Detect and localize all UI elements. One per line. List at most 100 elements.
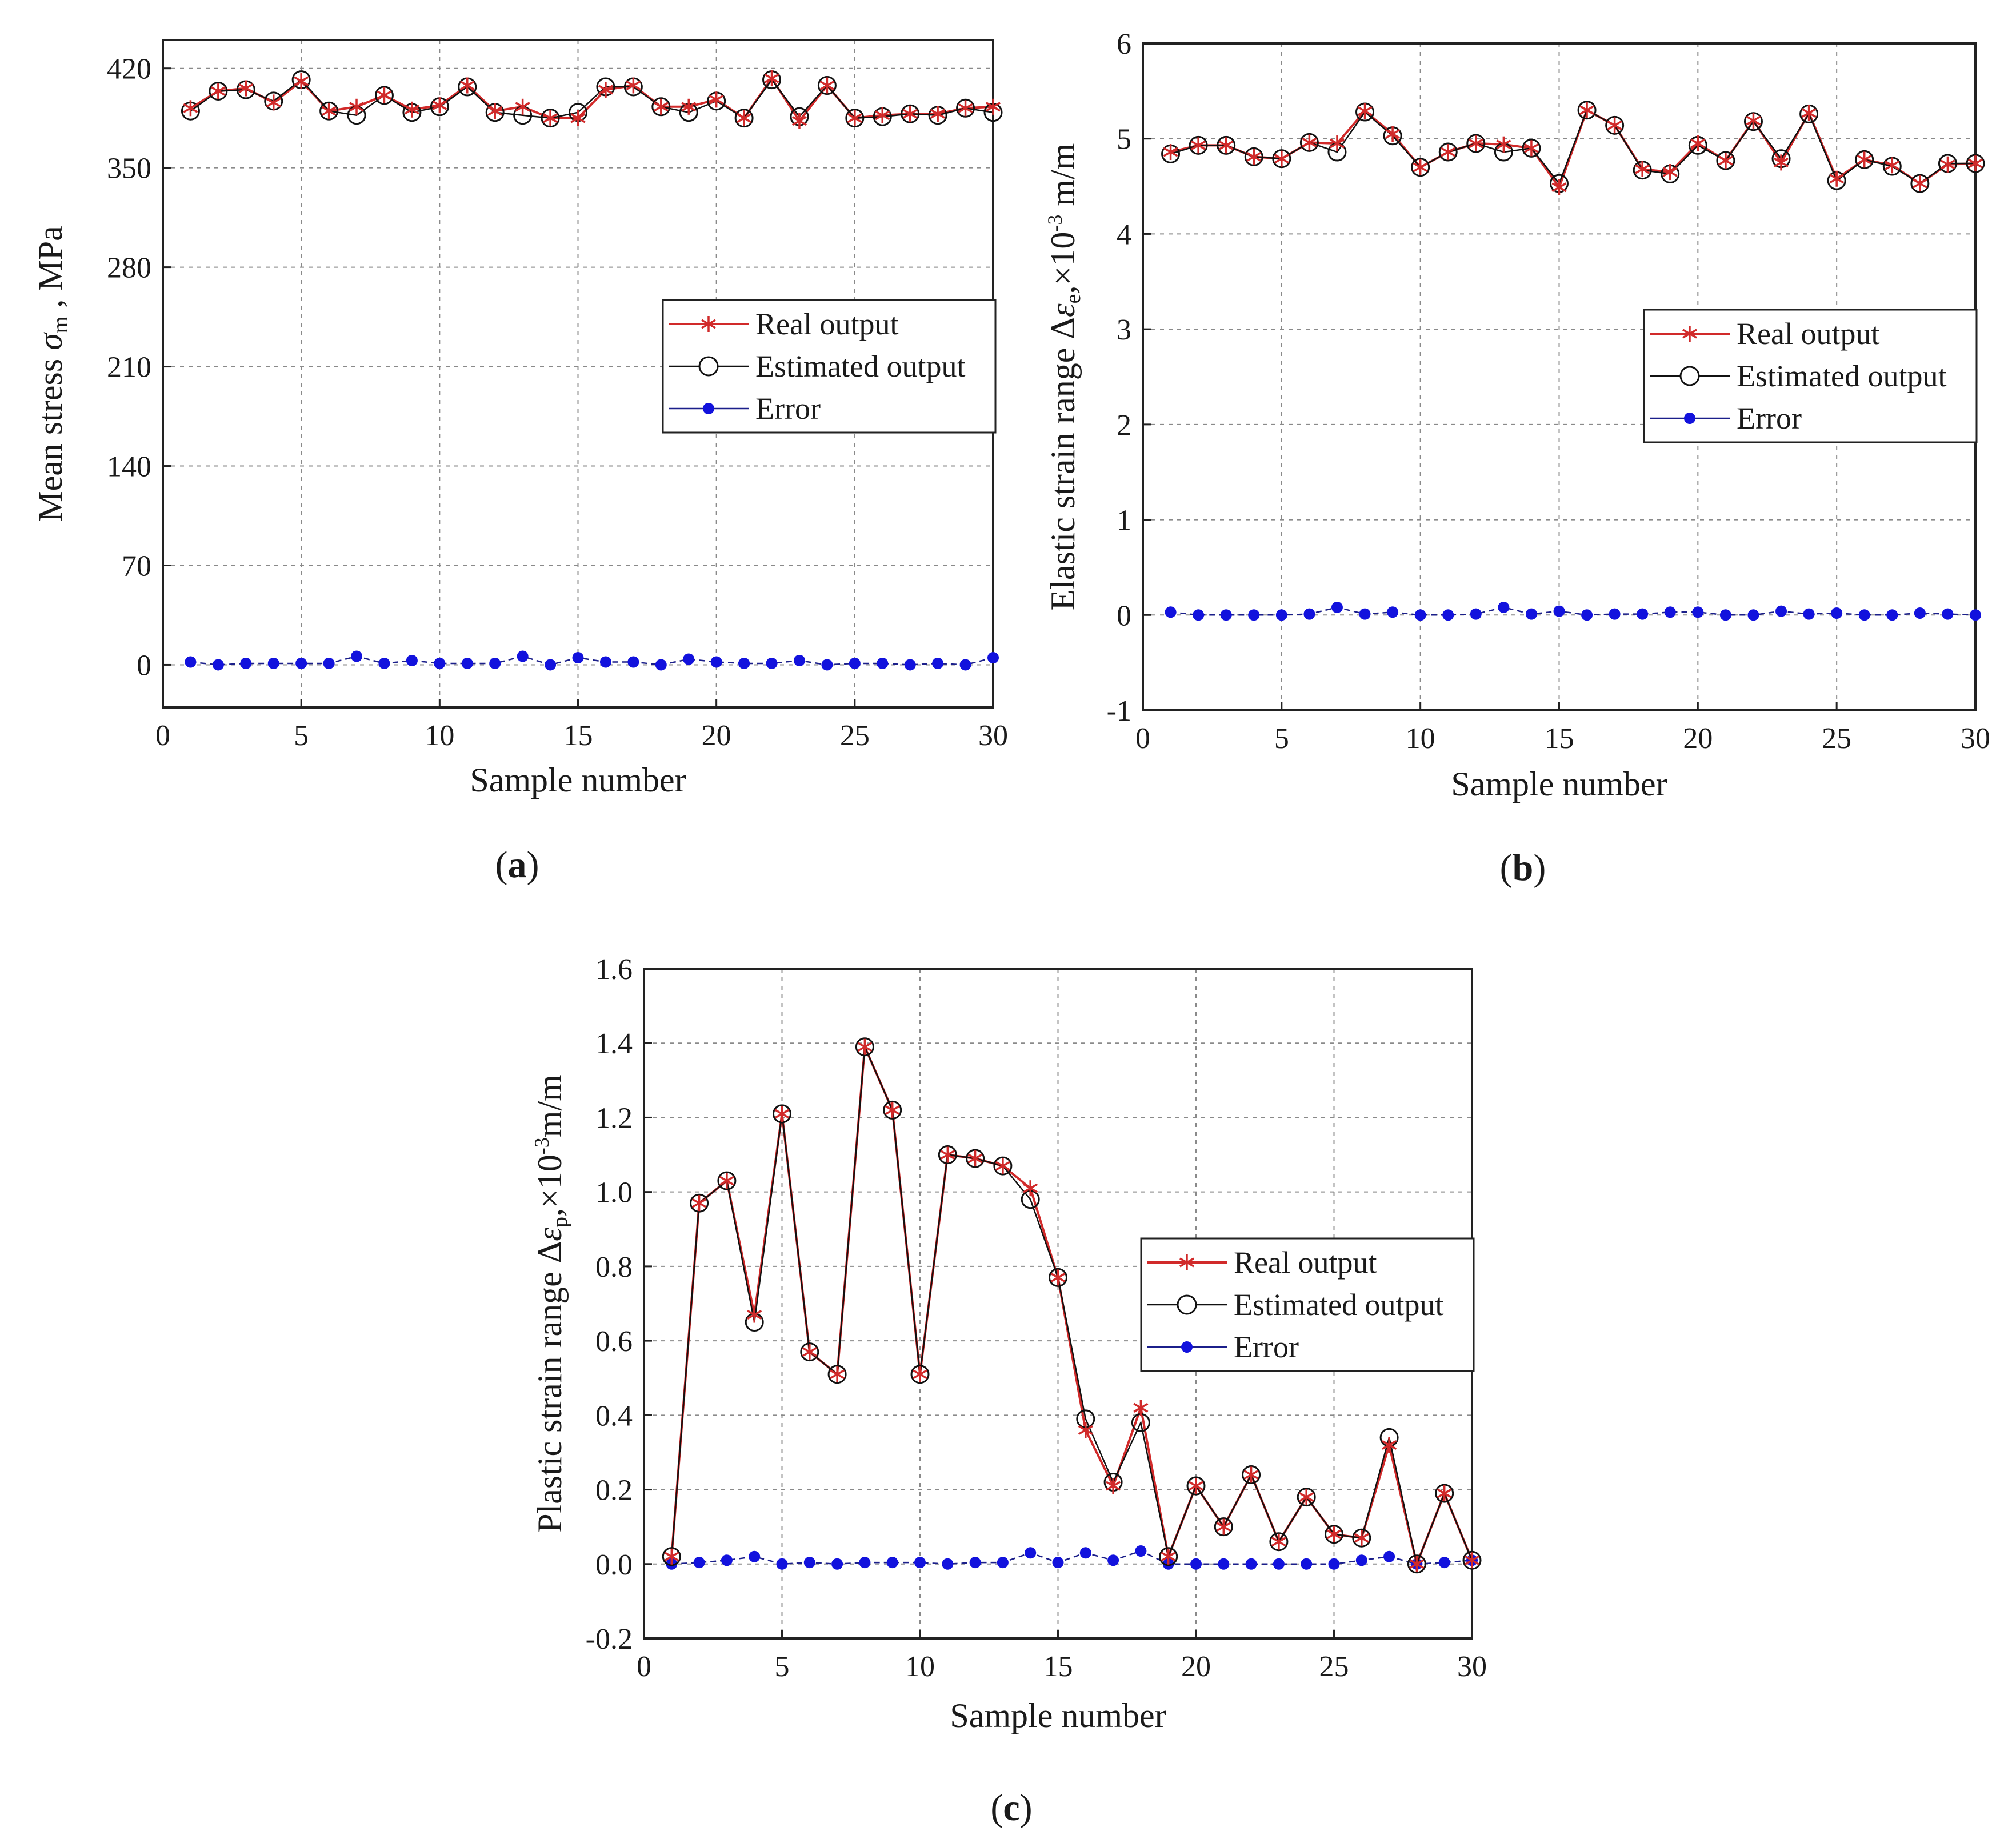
real-point (802, 1344, 817, 1360)
real-point (653, 98, 669, 115)
y-tick-label: 6 (1117, 28, 1131, 61)
real-point (1437, 1485, 1452, 1502)
error-point (185, 656, 197, 668)
error-point (1107, 1554, 1119, 1566)
real-point (1607, 117, 1622, 134)
legend-error-marker (703, 403, 714, 414)
real-point (1023, 1180, 1038, 1197)
real-point (1496, 136, 1511, 153)
estimated-point (734, 109, 754, 128)
estimated-point (1299, 133, 1319, 152)
error-point (776, 1558, 788, 1570)
estimated-point (690, 1193, 709, 1213)
error-point (1803, 608, 1815, 620)
real-point (1801, 105, 1817, 121)
x-tick-label: 0 (155, 719, 170, 752)
estimated-point (855, 1037, 874, 1057)
real-point (737, 110, 752, 126)
y-tick-label: 5 (1117, 123, 1131, 156)
estimated-point (374, 86, 394, 105)
error-point (1970, 609, 1981, 621)
real-point (321, 103, 337, 119)
legend-label-real: Real output (1737, 317, 1879, 351)
real-point (1718, 153, 1733, 169)
estimated-point (1522, 138, 1541, 158)
legend-label-estimated: Estimated output (755, 349, 965, 383)
real-point (404, 101, 419, 118)
y-tick-label: 4 (1117, 218, 1131, 251)
legend-real-marker (1179, 1254, 1194, 1270)
error-point (1165, 606, 1177, 618)
estimated-point (845, 109, 865, 128)
real-point (1354, 1530, 1369, 1546)
real-point (819, 77, 835, 94)
x-tick-label: 20 (1181, 1650, 1211, 1683)
legend-real-marker (701, 316, 716, 332)
error-point (1301, 1558, 1313, 1570)
error-point (517, 650, 529, 662)
error-point (489, 657, 501, 669)
x-tick-label: 25 (1822, 722, 1851, 755)
estimated-point (1466, 134, 1486, 153)
real-point (986, 98, 1001, 115)
real-point (1829, 170, 1845, 187)
y-tick-label: 70 (122, 550, 151, 582)
y-tick-label: 1.6 (595, 953, 633, 986)
real-point (210, 83, 226, 99)
error-point (1438, 1557, 1450, 1569)
y-tick-label: 3 (1117, 314, 1131, 346)
real-point (967, 1150, 983, 1167)
legend-estimated-marker (698, 356, 719, 377)
error-point (821, 659, 833, 671)
error-point (212, 659, 224, 671)
real-point (691, 1195, 707, 1212)
real-point (459, 77, 475, 94)
estimated-point (901, 104, 920, 123)
error-point (1135, 1545, 1147, 1557)
real-point (664, 1548, 679, 1565)
y-tick-label: 0.8 (595, 1251, 633, 1284)
error-point (1525, 608, 1537, 620)
estimated-point (1189, 135, 1208, 155)
error-point (1664, 606, 1676, 618)
error-point (749, 1550, 761, 1562)
error-point (434, 657, 446, 669)
error-point (803, 1557, 815, 1569)
real-point (913, 1366, 927, 1382)
real-point (1968, 155, 1983, 172)
estimated-point (1272, 149, 1291, 169)
real-point (1133, 1400, 1149, 1416)
real-point (1662, 164, 1678, 181)
estimated-point (938, 1145, 957, 1165)
error-point (1747, 609, 1759, 621)
estimated-point (1577, 101, 1597, 120)
real-point (294, 73, 309, 90)
error-point (1359, 608, 1371, 620)
estimated-point (1716, 151, 1735, 170)
error-point (267, 657, 279, 669)
real-point (1940, 156, 1955, 173)
error-point (914, 1557, 926, 1569)
real-point (515, 98, 530, 115)
real-point (1468, 135, 1483, 152)
x-tick-label: 5 (1274, 722, 1289, 755)
error-point (1719, 609, 1731, 621)
error-point (683, 653, 695, 665)
y-tick-label: -0.2 (586, 1623, 633, 1656)
error-point (1470, 608, 1482, 620)
real-point (995, 1158, 1010, 1174)
real-point (1329, 135, 1345, 152)
real-point (598, 81, 613, 98)
real-point (875, 107, 890, 123)
legend-real-marker (1682, 326, 1697, 342)
real-point (1441, 144, 1456, 161)
real-point (1246, 149, 1262, 165)
real-point (1357, 103, 1373, 119)
real-point (719, 1173, 734, 1189)
error-point (599, 656, 611, 668)
real-point (1271, 1533, 1286, 1550)
error-point (942, 1558, 954, 1570)
estimated-point (1407, 1554, 1426, 1574)
x-tick-label: 30 (978, 719, 1008, 752)
